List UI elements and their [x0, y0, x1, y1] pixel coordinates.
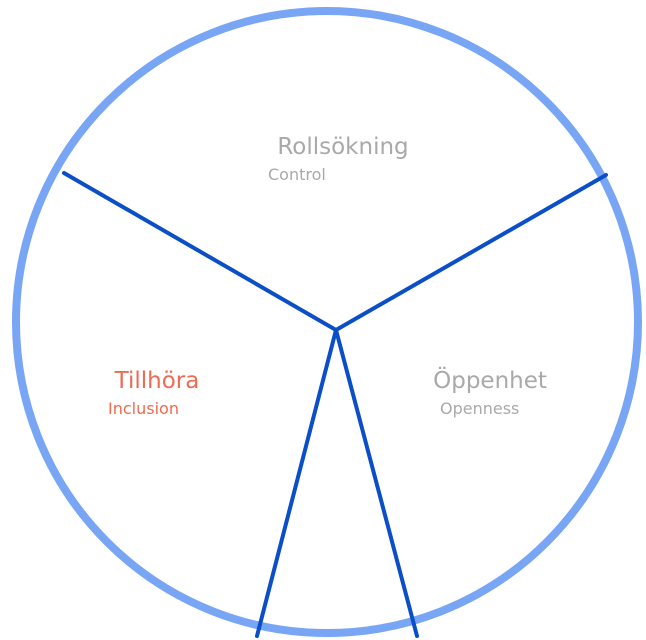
- segment-subtitle: Inclusion: [108, 399, 179, 418]
- divider: [334, 328, 419, 638]
- divider: [62, 171, 338, 332]
- segment-subtitle: Openness: [440, 399, 519, 418]
- segment-control[interactable]: Rollsökning Control: [268, 134, 409, 184]
- segment-title: Rollsökning: [277, 134, 408, 160]
- outer-circle: [12, 7, 642, 637]
- segment-subtitle: Control: [268, 165, 326, 184]
- segment-title: Tillhöra: [114, 368, 200, 394]
- dividers: [62, 171, 608, 638]
- segment-title: Öppenhet: [433, 366, 547, 394]
- divider: [255, 328, 338, 638]
- segment-inclusion[interactable]: Tillhöra Inclusion: [108, 368, 199, 418]
- segment-openness[interactable]: Öppenhet Openness: [433, 366, 547, 418]
- divider: [334, 173, 608, 332]
